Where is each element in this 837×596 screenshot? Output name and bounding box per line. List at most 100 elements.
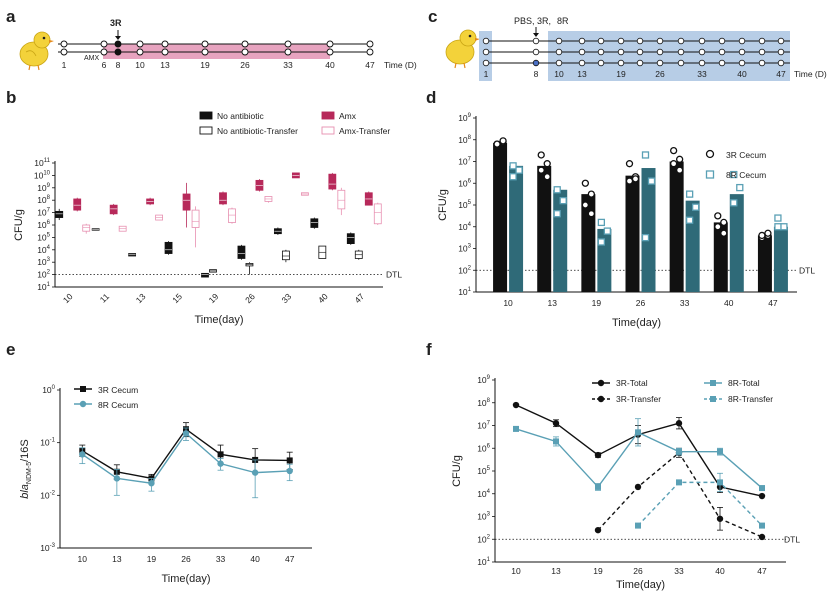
- detection-limit-label: DTL: [799, 265, 815, 275]
- bar-3r-cecum: [537, 165, 552, 292]
- timepoint-dot: [100, 40, 108, 48]
- timeline-tick-label: 47: [365, 60, 375, 70]
- chick-icon: [445, 29, 480, 69]
- box-amx-transfer: [82, 223, 91, 234]
- legend-e: 3R Cecum 8R Cecum: [74, 385, 138, 410]
- y-axis-label: CFU/g: [13, 209, 25, 241]
- bar-8r-cecum: [553, 189, 568, 292]
- data-point: [720, 229, 728, 237]
- data-point: [758, 533, 766, 541]
- timepoint-dot: [758, 48, 766, 56]
- timepoint-dot: [136, 40, 144, 48]
- data-point: [675, 166, 684, 174]
- x-tick-label: 40: [724, 298, 734, 308]
- data-point: [595, 483, 601, 490]
- legend-b: No antibiotic No antibiotic-Transfer Amx Am…: [199, 111, 390, 136]
- timepoint-dot: [777, 59, 785, 67]
- data-point: [730, 199, 738, 207]
- x-tick-label: 33: [280, 291, 294, 305]
- legend-label: 8R-Transfer: [728, 394, 773, 404]
- y-tick-label: 106: [458, 178, 471, 188]
- timepoint-dot: [777, 37, 785, 45]
- box-body: [228, 208, 236, 223]
- marker-8r-label: 8R: [557, 16, 569, 26]
- timepoint-dot: [326, 40, 334, 48]
- y-tick-label: 102: [37, 270, 50, 280]
- box-body: [310, 218, 319, 228]
- x-tick-label: 13: [547, 298, 557, 308]
- y-tick-label: 106: [477, 443, 490, 453]
- timepoint-dot: [366, 48, 374, 56]
- timeline-tick-label: 10: [554, 69, 564, 79]
- timepoint-dot: [758, 37, 766, 45]
- box-amx: [219, 191, 227, 206]
- box-amx: [109, 203, 118, 216]
- box-amx-transfer: [300, 192, 309, 196]
- data-point: [685, 190, 694, 198]
- box-no-antibiotic: [164, 241, 173, 255]
- bar-3r-cecum: [581, 194, 596, 292]
- x-tick-label: 26: [633, 566, 643, 576]
- box-no-antibiotic: [346, 232, 355, 245]
- data-point: [717, 479, 723, 486]
- data-point: [780, 223, 788, 231]
- timepoint-dot: [718, 48, 726, 56]
- legend-marker: [710, 396, 716, 402]
- timeline-tick-label: 40: [325, 60, 335, 70]
- data-point: [759, 522, 765, 529]
- box-body: [191, 209, 200, 228]
- box-body: [373, 203, 382, 225]
- data-point: [758, 492, 766, 500]
- data-point: [553, 186, 561, 194]
- timepoint-dot: [201, 40, 209, 48]
- y-axis-label: CFU/g: [451, 455, 463, 487]
- legend-marker: [705, 170, 715, 179]
- x-tick-label: 26: [243, 291, 257, 305]
- legend-f: 3R-Total 3R-Transfer 8R-Total 8R-Transfer: [592, 378, 773, 404]
- timepoint-dot: [136, 48, 144, 56]
- box-no-antibiotic-transfer: [318, 245, 327, 259]
- timepoint-dot: [555, 37, 563, 45]
- marker-3r-label: 3R: [110, 18, 122, 28]
- timepoint-dot: [597, 48, 605, 56]
- timepoint-dot: [555, 48, 563, 56]
- data-point: [113, 475, 121, 482]
- timepoint-dot: [617, 59, 625, 67]
- y-axis-label: CFU/g: [437, 189, 449, 221]
- bar-8r-cecum: [685, 200, 700, 292]
- box-no-antibiotic: [237, 244, 246, 260]
- box-no-antibiotic-transfer: [209, 269, 217, 273]
- data-point: [641, 233, 650, 242]
- timeline-tick-label: 40: [737, 69, 747, 79]
- timepoint-dot: [241, 40, 249, 48]
- panel-d-barchart: 101 102 103 104 105 106 107 108 109 10 13 19 26 33 40 4…: [437, 113, 815, 329]
- box-amx: [146, 197, 155, 206]
- series-line-3r-transfer: [597, 451, 763, 538]
- legend-marker: [705, 149, 715, 159]
- x-tick-label: 26: [636, 298, 646, 308]
- data-point: [217, 460, 224, 467]
- data-point: [685, 216, 694, 224]
- timepoint-dot: [677, 37, 685, 45]
- x-tick-label: 19: [207, 291, 221, 305]
- y-tick-label: 102: [477, 534, 490, 544]
- legend-marker: [597, 395, 605, 403]
- bar-3r-cecum: [669, 161, 684, 292]
- y-tick-label: 104: [477, 489, 490, 499]
- timeline-tick-label: 8: [116, 60, 121, 70]
- y-tick-label: 107: [477, 421, 490, 431]
- timepoint-dot: [532, 48, 540, 56]
- data-point: [515, 166, 523, 174]
- box-no-antibiotic: [128, 253, 137, 257]
- box-amx: [182, 182, 191, 228]
- amx-band-label: AMX: [84, 55, 100, 62]
- y-tick-label: 104: [37, 245, 50, 255]
- x-tick-label: 33: [216, 554, 226, 564]
- legend-swatch: [199, 126, 213, 135]
- timepoint-dot: [578, 37, 586, 45]
- data-point: [251, 469, 259, 476]
- timepoint-dot: [738, 48, 746, 56]
- y-tick-label: 109: [37, 183, 50, 193]
- timepoint-dot: [698, 59, 706, 67]
- detection-limit-label: DTL: [386, 270, 402, 280]
